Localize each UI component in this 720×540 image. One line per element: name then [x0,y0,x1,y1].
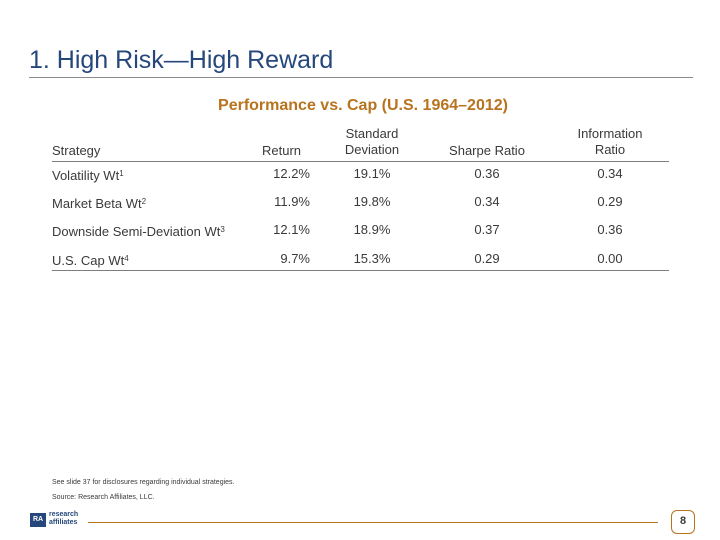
footer-divider [88,522,658,523]
row-info: 0.00 [597,251,623,266]
row-sharpe: 0.29 [474,251,500,266]
row-return: 12.2% [273,166,310,181]
disclosure-note: See slide 37 for disclosures regarding i… [52,479,235,486]
title-divider [29,77,693,78]
slide-title: 1. High Risk—High Reward [29,46,334,74]
footnote-ref: 4 [124,254,129,263]
research-affiliates-logo: RA research affiliates [30,511,86,529]
footnote-ref: 3 [220,225,225,234]
row-strategy: Downside Semi-Deviation Wt3 [52,222,225,240]
row-strategy-label: U.S. Cap Wt [52,253,125,268]
row-strategy-label: Volatility Wt [52,168,120,183]
logo-mark: RA [30,513,46,527]
footnote-ref: 2 [141,197,147,206]
row-info: 0.34 [597,166,623,181]
footnote-ref: 1 [119,169,124,178]
table-title: Performance vs. Cap (U.S. 1964–2012) [0,97,720,115]
header-info-line2: Ratio [594,142,626,157]
row-info: 0.29 [597,194,623,209]
header-strategy: Strategy [52,143,101,158]
page-number: 8 [671,510,695,534]
row-std-dev: 19.8% [353,194,391,209]
header-info: Information Ratio [554,126,666,158]
header-sharpe: Sharpe Ratio [449,143,525,158]
logo-line1: research [49,511,79,518]
row-return: 9.7% [280,251,310,266]
table-title-text: Performance vs. Cap (U.S. 1964–2012) [218,97,508,114]
row-return: 12.1% [273,222,310,237]
header-std-dev: Standard Deviation [320,126,424,158]
row-sharpe: 0.34 [474,194,500,209]
row-strategy: Volatility Wt1 [52,166,124,184]
row-return: 11.9% [274,194,310,209]
header-info-line1: Information [577,126,643,141]
row-std-dev: 15.3% [353,251,391,266]
header-return: Return [262,143,302,158]
row-std-dev: 18.9% [353,222,391,237]
row-info: 0.36 [597,222,623,237]
header-divider [52,161,669,162]
logo-line2: affiliates [49,519,78,526]
row-sharpe: 0.36 [474,166,500,181]
row-strategy: U.S. Cap Wt4 [52,251,129,269]
row-std-dev: 19.1% [353,166,391,181]
row-strategy-label: Market Beta Wt [52,196,142,211]
row-strategy: Market Beta Wt2 [52,194,146,212]
table-bottom-divider [52,270,669,271]
row-strategy-label: Downside Semi-Deviation Wt [52,224,221,239]
row-sharpe: 0.37 [474,222,500,237]
logo-text: research affiliates [49,511,78,527]
source-note: Source: Research Affiliates, LLC. [52,494,155,501]
header-std-dev-line1: Standard [345,126,399,141]
header-std-dev-line2: Deviation [344,142,400,157]
